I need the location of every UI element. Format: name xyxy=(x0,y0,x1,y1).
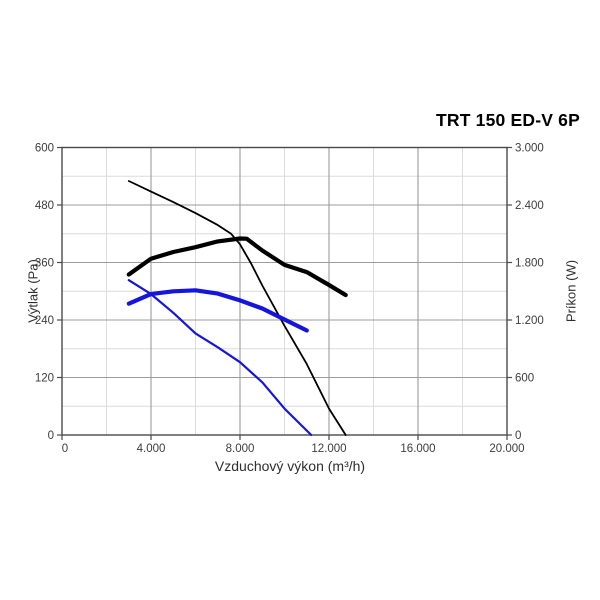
series-pressure-high-speed xyxy=(127,180,347,436)
y-left-tick-label: 240 xyxy=(35,315,54,327)
y-right-tick-label: 2.400 xyxy=(515,200,544,212)
y-right-tick-label: 3.000 xyxy=(515,143,544,155)
y-left-tick-label: 120 xyxy=(35,373,54,385)
x-tick-label: 0 xyxy=(62,443,68,455)
y-right-tick-label: 600 xyxy=(515,373,534,385)
y-axis-right-label: Príkon (W) xyxy=(563,259,579,323)
series-power-low-speed xyxy=(126,288,309,333)
x-tick-label: 16.000 xyxy=(400,443,435,455)
y-right-tick-label: 1.800 xyxy=(515,258,544,270)
y-left-tick-label: 360 xyxy=(35,258,54,270)
plot-frame xyxy=(61,146,508,436)
y-left-tick-label: 0 xyxy=(48,430,54,442)
y-axis-left-label: Výtlak (Pa) xyxy=(25,259,41,323)
x-tick-label: 20.000 xyxy=(489,443,524,455)
x-tick-label: 4.000 xyxy=(137,443,166,455)
x-tick-label: 12.000 xyxy=(311,443,346,455)
y-right-tick-label: 0 xyxy=(515,430,521,442)
x-axis-label: Vzduchový výkon (m³/h) xyxy=(214,458,366,474)
x-tick-label: 8.000 xyxy=(226,443,255,455)
series-pressure-low-speed xyxy=(127,279,313,437)
y-left-tick-label: 600 xyxy=(35,143,54,155)
y-right-tick-label: 1.200 xyxy=(515,315,544,327)
series-power-high-speed xyxy=(126,236,348,298)
chart-title: TRT 150 ED-V 6P xyxy=(435,110,580,130)
y-left-tick-label: 480 xyxy=(35,200,54,212)
